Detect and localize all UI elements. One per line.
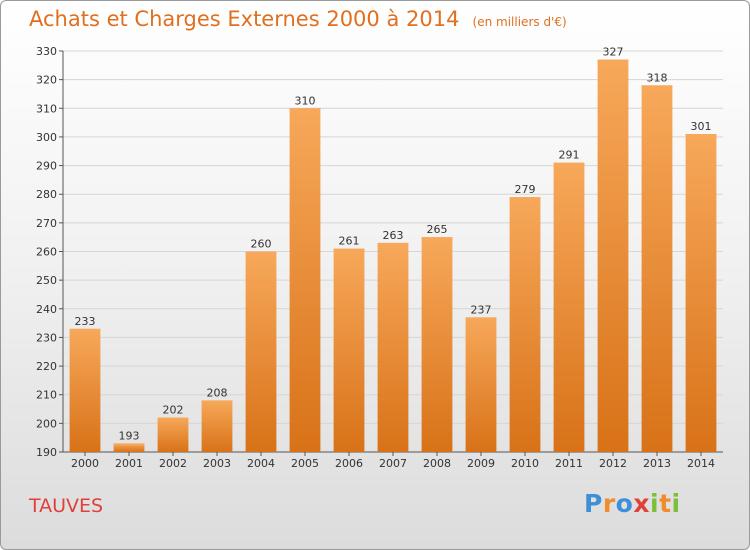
- value-label-2001: 193: [119, 429, 140, 442]
- value-label-2002: 202: [163, 404, 184, 417]
- x-tick-label-2007: 2007: [379, 457, 407, 470]
- logo-letter: t: [659, 489, 672, 518]
- bar-highlight-2009: [465, 317, 497, 320]
- y-tick-label: 220: [36, 360, 57, 373]
- chart-subtitle: (en milliers d'€): [472, 15, 567, 29]
- y-tick-label: 190: [36, 446, 57, 459]
- bar-highlight-2001: [113, 443, 145, 446]
- y-tick-label: 320: [36, 74, 57, 87]
- x-tick-label-2003: 2003: [203, 457, 231, 470]
- value-label-2008: 265: [427, 223, 448, 236]
- x-tick-label-2009: 2009: [467, 457, 495, 470]
- x-tick-label-2011: 2011: [555, 457, 583, 470]
- bar-2007: [377, 242, 409, 452]
- x-tick-label-2000: 2000: [71, 457, 99, 470]
- title-line: Achats et Charges Externes 2000 à 2014 (…: [29, 7, 567, 31]
- logo-letter: x: [633, 489, 650, 518]
- logo-letter: i: [650, 489, 660, 518]
- y-tick-label: 290: [36, 160, 57, 173]
- y-tick-label: 260: [36, 246, 57, 259]
- proxiti-logo: Proxiti: [584, 489, 681, 518]
- bar-2008: [421, 237, 453, 452]
- bar-highlight-2005: [289, 108, 321, 111]
- labels: 190 200 210 220 230 240 250 260 270 280 290 300 310 3…: [36, 45, 715, 470]
- bar-2000: [69, 328, 101, 452]
- bar-2014: [685, 134, 717, 453]
- x-tick-label-2010: 2010: [511, 457, 539, 470]
- bar-highlight-2002: [157, 417, 189, 420]
- bar-highlight-2011: [553, 162, 585, 165]
- bar-highlight-2000: [69, 328, 101, 331]
- chart-title: Achats et Charges Externes 2000 à 2014: [29, 7, 460, 31]
- bar-highlight-2013: [641, 85, 673, 88]
- x-tick-label-2014: 2014: [687, 457, 715, 470]
- bar-2013: [641, 85, 673, 452]
- bar-highlight-2012: [597, 59, 629, 62]
- bar-highlight-2007: [377, 242, 409, 245]
- bar-2004: [245, 251, 277, 452]
- y-tick-label: 210: [36, 389, 57, 402]
- value-label-2006: 261: [339, 235, 360, 248]
- bar-2011: [553, 162, 585, 452]
- x-tick-label-2001: 2001: [115, 457, 143, 470]
- x-tick-label-2008: 2008: [423, 457, 451, 470]
- bars: [69, 59, 717, 453]
- y-tick-label: 330: [36, 45, 57, 58]
- logo-letter: r: [602, 489, 616, 518]
- bar-2009: [465, 317, 497, 452]
- y-tick-label: 250: [36, 274, 57, 287]
- bar-2001: [113, 443, 145, 452]
- bar-2006: [333, 248, 365, 452]
- bar-2012: [597, 59, 629, 452]
- value-label-2013: 318: [647, 71, 668, 84]
- x-tick-label-2013: 2013: [643, 457, 671, 470]
- y-tick-label: 270: [36, 217, 57, 230]
- bar-highlight-2014: [685, 134, 717, 137]
- value-label-2012: 327: [603, 46, 624, 59]
- logo-letter: i: [671, 489, 681, 518]
- x-tick-label-2004: 2004: [247, 457, 275, 470]
- x-tick-label-2006: 2006: [335, 457, 363, 470]
- value-label-2004: 260: [251, 238, 272, 251]
- y-tick-label: 230: [36, 331, 57, 344]
- commune-name: TAUVES: [29, 495, 104, 517]
- value-label-2014: 301: [691, 120, 712, 133]
- y-tick-label: 200: [36, 417, 57, 430]
- value-label-2007: 263: [383, 229, 404, 242]
- bar-2003: [201, 400, 233, 452]
- value-label-2005: 310: [295, 94, 316, 107]
- bar-highlight-2003: [201, 400, 233, 403]
- bar-2005: [289, 108, 321, 453]
- x-tick-label-2005: 2005: [291, 457, 319, 470]
- logo-letter: P: [584, 489, 603, 518]
- bar-2002: [157, 417, 189, 452]
- y-tick-label: 310: [36, 102, 57, 115]
- bar-highlight-2010: [509, 197, 541, 200]
- value-label-2010: 279: [515, 183, 536, 196]
- x-tick-label-2002: 2002: [159, 457, 187, 470]
- y-tick-label: 280: [36, 188, 57, 201]
- x-tick-label-2012: 2012: [599, 457, 627, 470]
- bar-highlight-2004: [245, 251, 277, 254]
- logo-letter: o: [615, 489, 634, 518]
- y-tick-label: 240: [36, 303, 57, 316]
- value-label-2011: 291: [559, 149, 580, 162]
- y-tick-label: 300: [36, 131, 57, 144]
- value-label-2009: 237: [471, 303, 492, 316]
- value-label-2000: 233: [75, 315, 96, 328]
- value-label-2003: 208: [207, 386, 228, 399]
- bar-highlight-2006: [333, 248, 365, 251]
- bar-highlight-2008: [421, 237, 453, 240]
- bar-2010: [509, 197, 541, 452]
